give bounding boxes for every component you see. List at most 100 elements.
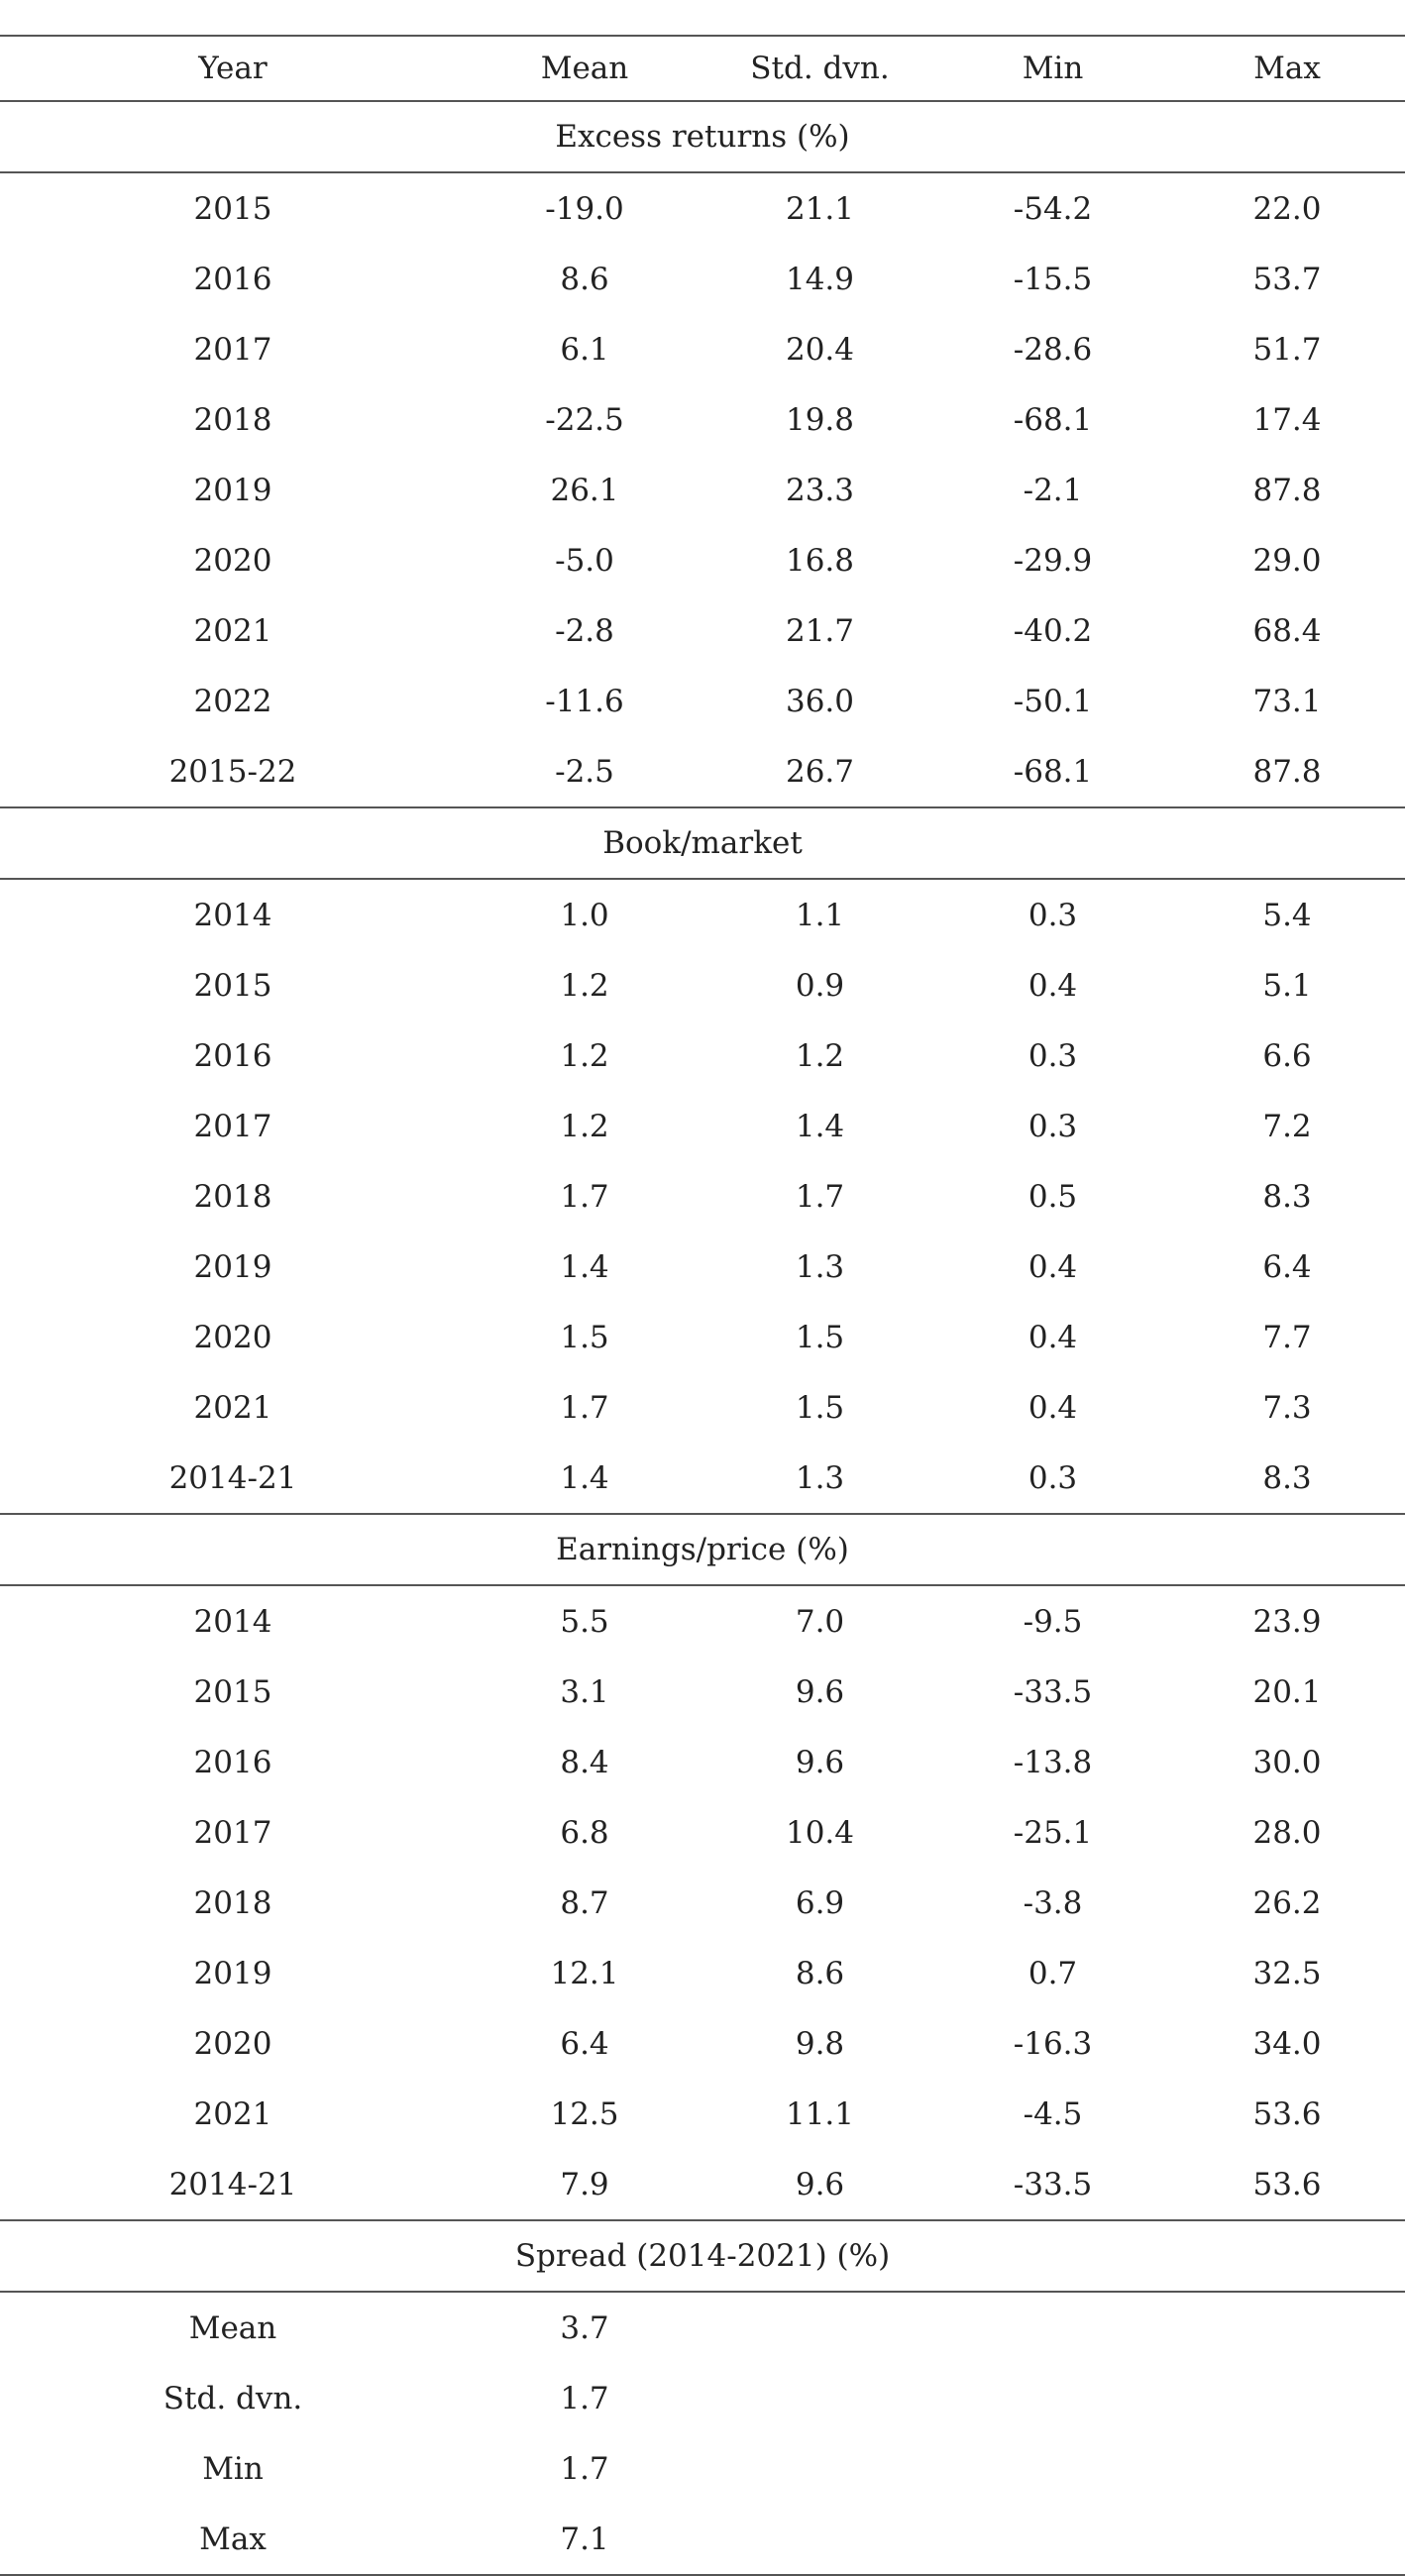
cell-std-dvn: 1.3 (795, 1248, 845, 1285)
cell-year: Mean (188, 2309, 277, 2346)
cell-max: 87.8 (1252, 472, 1322, 508)
cell-max: 23.9 (1252, 1603, 1322, 1640)
table-row: 2015 3.1 9.6 -33.5 20.1 (0, 1657, 1405, 1727)
cell-mean: -11.6 (545, 683, 624, 719)
cell-year: 2018 (193, 1178, 272, 1215)
cell-year: 2016 (193, 261, 272, 297)
cell-year: 2017 (193, 1814, 272, 1851)
table-row: 2014 1.0 1.1 0.3 5.4 (0, 879, 1405, 950)
cell-max: 26.2 (1252, 1884, 1322, 1921)
cell-year: 2019 (193, 1955, 272, 1991)
cell-std-dvn: 1.7 (795, 1178, 845, 1215)
cell-max: 32.5 (1252, 1955, 1322, 1991)
section-title: Spread (2014-2021) (%) (0, 2220, 1405, 2293)
cell-mean: 6.8 (560, 1814, 609, 1851)
column-header-year: Year (0, 35, 466, 102)
cell-max: 7.7 (1262, 1319, 1312, 1355)
cell-std-dvn: 21.1 (785, 190, 855, 227)
cell-year: 2016 (193, 1744, 272, 1780)
table-row: 2015 1.2 0.9 0.4 5.1 (0, 950, 1405, 1020)
cell-min: 0.3 (1027, 1037, 1078, 1074)
cell-max (1169, 2433, 1405, 2504)
cell-mean: 1.7 (560, 1389, 609, 1426)
cell-year: 2014-21 (0, 1443, 466, 1515)
cell-max: 20.1 (1252, 1673, 1322, 1710)
cell-year: 2015-22 (0, 736, 466, 808)
cell-year: 2014-21 (0, 2149, 466, 2221)
cell-min: 0.5 (1027, 1178, 1078, 1215)
cell-mean: 8.4 (560, 1744, 609, 1780)
cell-year: 2021 (193, 1389, 272, 1426)
cell-max: 53.7 (1252, 261, 1322, 297)
table-row: 2016 1.2 1.2 0.3 6.6 (0, 1020, 1405, 1091)
table-row: 2018 -22.5 19.8 -68.1 17.4 (0, 384, 1405, 455)
table-row: 2014-21 1.4 1.3 0.3 8.3 (0, 1443, 1405, 1515)
cell-max: 87.8 (1169, 736, 1405, 808)
cell-mean: 1.2 (560, 1108, 609, 1144)
cell-year: 2014 (193, 897, 272, 933)
cell-max: 7.2 (1262, 1108, 1312, 1144)
table-row: 2015 -19.0 21.1 -54.2 22.0 (0, 172, 1405, 244)
cell-std-dvn: 0.9 (795, 967, 845, 1004)
section-title: Excess returns (%) (0, 101, 1405, 173)
table-row: 2019 26.1 23.3 -2.1 87.8 (0, 455, 1405, 525)
cell-std-dvn (703, 2363, 936, 2433)
cell-mean: 26.1 (550, 472, 619, 508)
cell-std-dvn: 20.4 (785, 331, 855, 368)
cell-mean: -2.5 (466, 736, 703, 808)
table-row: Max 7.1 (0, 2504, 1405, 2576)
cell-min: -68.1 (936, 736, 1169, 808)
section-header-row: Excess returns (%) (0, 101, 1405, 173)
cell-std-dvn: 21.7 (785, 612, 855, 649)
cell-max: 17.4 (1252, 401, 1322, 438)
cell-max: 22.0 (1252, 190, 1322, 227)
summary-statistics-table: Year Mean Std. dvn. Min Max Excess retur… (0, 35, 1405, 2576)
cell-year: 2016 (193, 1037, 272, 1074)
cell-year: 2017 (193, 1108, 272, 1144)
cell-mean: 1.0 (560, 897, 609, 933)
cell-year: 2019 (193, 472, 272, 508)
cell-min: 0.4 (1027, 967, 1078, 1004)
cell-min: -15.5 (1013, 261, 1093, 297)
cell-min (936, 2363, 1169, 2433)
cell-mean: 1.7 (560, 1178, 609, 1215)
table-row: Min 1.7 (0, 2433, 1405, 2504)
cell-mean: 1.7 (560, 2380, 609, 2416)
column-header-min: Min (936, 35, 1169, 102)
column-header-mean: Mean (466, 35, 703, 102)
cell-year: 2021 (193, 2095, 272, 2132)
cell-std-dvn: 9.6 (703, 2149, 936, 2221)
cell-mean: -22.5 (545, 401, 624, 438)
cell-mean: 1.4 (560, 1248, 609, 1285)
cell-std-dvn (703, 2292, 936, 2363)
table-row: 2017 1.2 1.4 0.3 7.2 (0, 1091, 1405, 1161)
table-row: Mean 3.7 (0, 2292, 1405, 2363)
cell-max: 30.0 (1252, 1744, 1322, 1780)
cell-std-dvn: 6.9 (795, 1884, 845, 1921)
cell-max: 8.3 (1169, 1443, 1405, 1515)
cell-max: 7.3 (1262, 1389, 1312, 1426)
table-row: Std. dvn. 1.7 (0, 2363, 1405, 2433)
cell-mean: 1.7 (560, 2450, 609, 2487)
cell-min: 0.3 (1027, 897, 1078, 933)
table-row: 2016 8.6 14.9 -15.5 53.7 (0, 244, 1405, 314)
cell-min: -4.5 (1023, 2095, 1083, 2132)
cell-max: 8.3 (1262, 1178, 1312, 1215)
cell-year: Std. dvn. (162, 2380, 303, 2416)
cell-std-dvn: 9.6 (795, 1744, 845, 1780)
cell-mean: -2.8 (555, 612, 614, 649)
section-header-row: Book/market (0, 807, 1405, 880)
cell-min: -29.9 (1013, 542, 1093, 579)
cell-std-dvn: 10.4 (785, 1814, 855, 1851)
cell-max: 68.4 (1252, 612, 1322, 649)
cell-min: -33.5 (1013, 1673, 1093, 1710)
cell-year: 2019 (193, 1248, 272, 1285)
cell-min: -13.8 (1013, 1744, 1093, 1780)
cell-min: 0.7 (1027, 1955, 1078, 1991)
table-row: 2021 12.5 11.1 -4.5 53.6 (0, 2079, 1405, 2149)
section-header-row: Earnings/price (%) (0, 1514, 1405, 1586)
cell-mean: 3.1 (560, 1673, 609, 1710)
cell-max (1169, 2504, 1405, 2576)
section-header-row: Spread (2014-2021) (%) (0, 2220, 1405, 2293)
